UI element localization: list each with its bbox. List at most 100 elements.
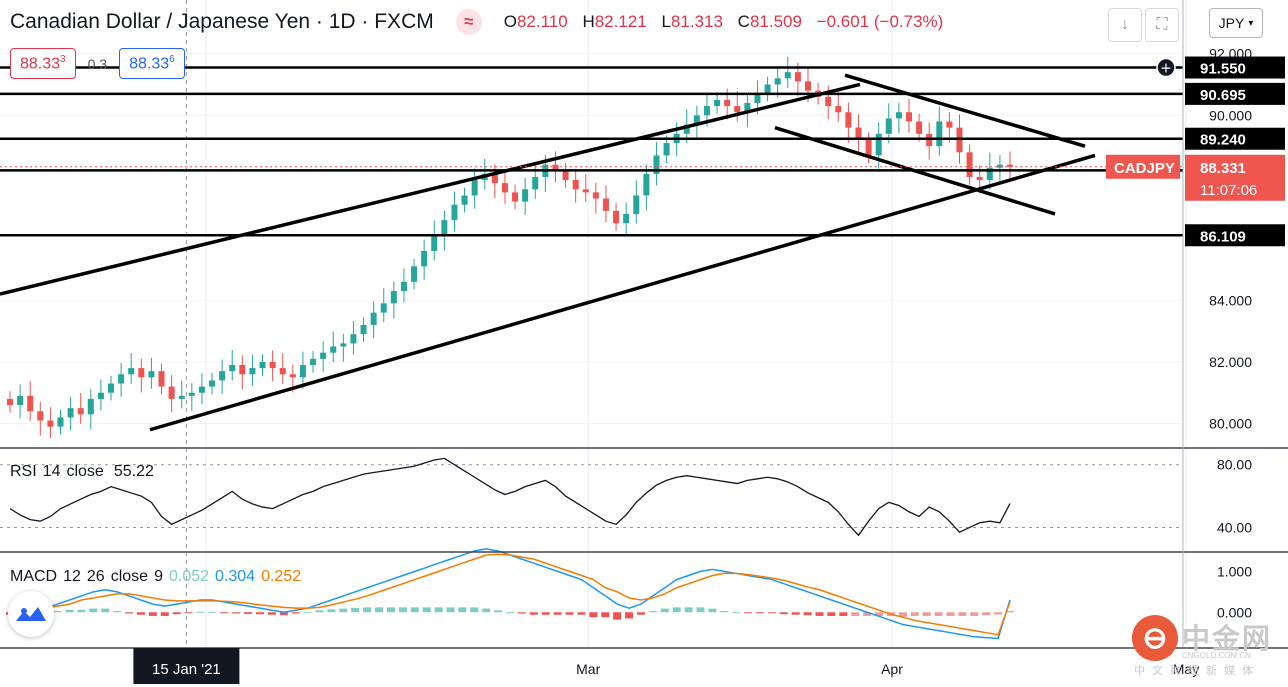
channel-lower-line [149, 153, 1096, 432]
level-tag-bg-0 [1185, 56, 1285, 79]
change-value: −0.601 (−0.73%) [816, 12, 944, 31]
macd-fast: 12 [63, 568, 81, 585]
candle-body-43 [441, 220, 448, 236]
macd-hist-bar-55 [660, 608, 669, 613]
rsi-label: RSI [10, 463, 37, 480]
macd-hist-bar-32 [386, 607, 395, 613]
rsi-value: 55.22 [113, 463, 154, 480]
rsi-pane [0, 457, 1183, 537]
candle-body-8 [87, 398, 94, 415]
price-tick-5: 80.000 [1209, 416, 1252, 432]
candle-body-67 [683, 124, 690, 134]
candle-body-63 [643, 173, 650, 196]
macd-hist-bar-19 [232, 612, 241, 614]
scroll-down-button[interactable]: ↓ [1108, 8, 1142, 42]
macd-hist-bar-5 [65, 609, 74, 613]
rsi-tick-1: 40.00 [1217, 519, 1252, 535]
macd-hist-bar-25 [303, 612, 312, 614]
current-price-tag-bg [1185, 154, 1285, 201]
macd-hist-bar-27 [327, 609, 336, 613]
candle-body-12 [128, 368, 135, 375]
macd-hist-bar-63 [756, 612, 764, 614]
macd-tick-0: 1.000 [1217, 563, 1252, 579]
cngold-logo-icon: ⊖ [1132, 615, 1178, 661]
currency-select[interactable]: JPY ▾ [1209, 8, 1263, 38]
candle-body-69 [703, 106, 710, 116]
open-label: O [503, 12, 517, 31]
spread-value: 0.3 [87, 55, 108, 72]
candle-body-51 [522, 189, 529, 202]
macd-hist-bar-21 [256, 612, 264, 615]
macd-hist-bar-16 [196, 611, 205, 613]
macd-hist-bar-15 [184, 612, 193, 614]
candle-body-28 [289, 374, 296, 378]
ohlc-values: O82.110 H82.121 L81.313 C81.509 −0.601 (… [504, 12, 944, 32]
candle-body-24 [249, 368, 256, 375]
level-tag-bg-2 [1185, 127, 1285, 150]
candle-body-98 [996, 164, 1003, 168]
level-tag-2: 89.240 [1200, 132, 1246, 149]
compare-wave-icon[interactable]: ≈ [455, 9, 482, 35]
candle-body-13 [138, 368, 145, 378]
candle-body-39 [400, 281, 407, 292]
macd-hist-bar-59 [708, 608, 717, 613]
buy-button[interactable]: 88.336 [119, 48, 185, 80]
rsi-line [9, 457, 1011, 537]
symbol-title[interactable]: Canadian Dollar / Japanese Yen · 1D · FX… [10, 10, 434, 33]
macd-hist-bar-53 [636, 612, 645, 615]
watermark-name: 中金网 [1182, 623, 1273, 654]
candle-body-96 [976, 176, 983, 181]
candle-body-40 [411, 266, 418, 282]
macd-legend[interactable]: MACD 12 26 close 9 0.052 0.304 0.252 [10, 568, 301, 586]
candle-body-1 [17, 395, 24, 406]
candle-body-99 [1007, 164, 1013, 167]
macd-hist-bar-52 [625, 612, 634, 619]
macd-hist-bar-70 [839, 612, 848, 616]
price-tick-2: 90.000 [1209, 107, 1252, 123]
rsi-legend[interactable]: RSI 14 close 55.22 [10, 463, 154, 481]
macd-hist-bar-29 [351, 607, 360, 613]
channel-upper-line [0, 82, 861, 296]
macd-hist-bar-47 [565, 612, 574, 615]
macd-hist-bar-54 [648, 611, 657, 613]
rsi-source: close [66, 463, 104, 480]
macd-hist-bar-62 [744, 612, 753, 614]
macd-hist-bar-31 [375, 607, 384, 613]
sell-button[interactable]: 88.333 [10, 48, 76, 80]
macd-hist-bar-17 [208, 611, 217, 613]
macd-hist-bar-40 [482, 608, 491, 613]
candle-body-15 [158, 371, 165, 387]
add-level-plus-icon [1156, 57, 1176, 78]
buy-price: 88.33 [129, 55, 170, 73]
time-tick-3: May [1173, 661, 1199, 677]
candle-body-37 [380, 303, 387, 313]
candle-body-3 [37, 411, 44, 421]
macd-hist-bar-81 [970, 612, 979, 616]
crosshair-time-bg [133, 648, 240, 684]
macd-tick-1: 0.000 [1217, 604, 1252, 620]
fullscreen-button[interactable]: ⛶ [1145, 8, 1179, 42]
candle-body-46 [471, 180, 478, 196]
tradingview-logo[interactable] [8, 591, 54, 637]
trendline-drawings[interactable] [0, 66, 1183, 432]
candle-body-19 [198, 386, 205, 393]
candle-body-52 [532, 176, 539, 190]
candle-body-78 [794, 72, 801, 82]
arrow-down-icon: ↓ [1121, 16, 1129, 33]
macd-hist-bar-69 [827, 612, 836, 616]
symbol-tag-bg [1106, 154, 1180, 179]
candle-body-23 [239, 365, 246, 375]
high-label: H [582, 12, 595, 31]
macd-hist-bar-65 [779, 612, 788, 615]
candle-body-58 [592, 192, 599, 199]
macd-hist-bar-24 [291, 612, 300, 614]
candle-body-97 [986, 167, 993, 181]
macd-hist-bar-60 [720, 611, 729, 613]
candle-body-85 [865, 139, 872, 156]
candle-body-87 [885, 118, 892, 134]
macd-hist-bar-82 [982, 612, 991, 616]
macd-hist-bar-67 [803, 612, 812, 616]
candle-body-14 [148, 371, 155, 378]
